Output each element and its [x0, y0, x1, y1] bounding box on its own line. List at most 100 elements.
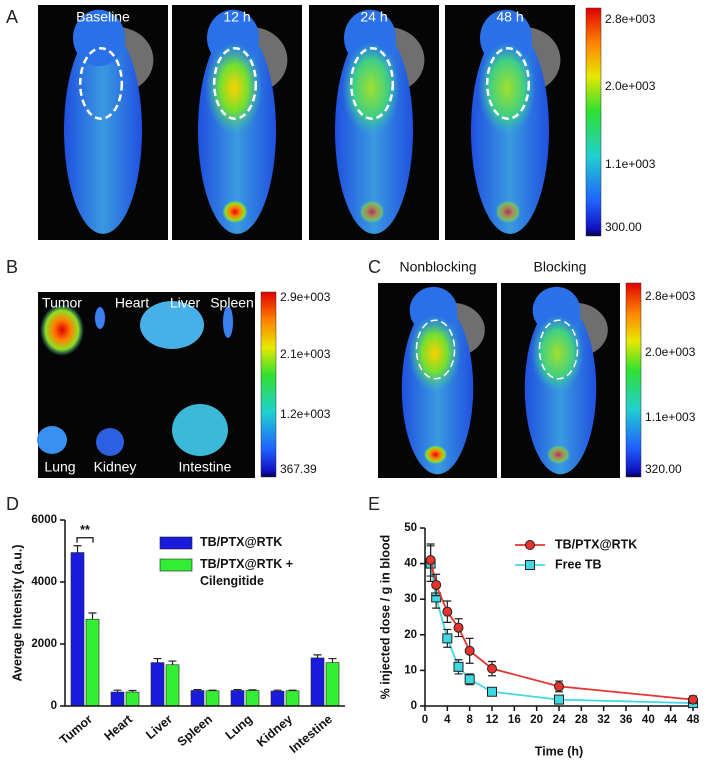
bar — [150, 662, 165, 707]
bar — [325, 662, 340, 707]
axis-line — [424, 528, 693, 707]
colorbar-label: 2.1e+003 — [280, 347, 331, 361]
x-tick-label: 12 — [486, 714, 499, 726]
organ-signal — [96, 428, 124, 456]
image-label: Liver — [170, 295, 201, 311]
bar — [245, 690, 260, 707]
x-tick-label: Liver — [143, 712, 175, 742]
bar — [85, 618, 100, 707]
colorbar-label: 320.00 — [645, 462, 682, 476]
colorbar — [260, 291, 277, 478]
image-label: Spleen — [210, 295, 254, 311]
series-line — [429, 563, 694, 705]
error-bar — [128, 689, 137, 693]
colorbar-label: 2.0e+003 — [645, 345, 696, 359]
colorbar-label: 2.9e+003 — [280, 290, 331, 304]
panel-letter: D — [6, 494, 19, 514]
mouse-body — [64, 27, 142, 234]
error-bar — [288, 689, 297, 691]
image-label: 12 h — [223, 9, 250, 25]
legend-label: TB/PTX@RTK — [555, 537, 637, 551]
roi-outline — [538, 319, 579, 380]
image-label: Heart — [115, 295, 149, 311]
organ-signal — [40, 304, 84, 356]
error-bar — [208, 689, 217, 691]
organ-signal — [95, 307, 105, 329]
bar — [270, 690, 285, 707]
bladder-signal — [222, 200, 248, 224]
point — [487, 686, 497, 697]
bladder-signal — [495, 200, 521, 224]
colorbar — [585, 7, 602, 237]
legend-label: Free TB — [555, 557, 602, 571]
error-bar — [88, 612, 97, 620]
image-label: Nonblocking — [399, 259, 476, 275]
x-tick-label: Lung — [223, 712, 255, 742]
bladder-signal — [423, 444, 448, 465]
y-tick-label: 40 — [404, 558, 417, 570]
legend-marker — [525, 540, 535, 550]
error-bar — [193, 688, 202, 691]
error-bar — [248, 689, 257, 691]
tumor-signal — [342, 41, 400, 136]
point — [554, 681, 564, 692]
y-tick-label: 4000 — [31, 576, 57, 588]
x-tick-label: Spleen — [175, 712, 215, 749]
x-tick-label: 44 — [664, 714, 677, 726]
roi-outline — [78, 47, 124, 120]
x-tick-label: 32 — [597, 714, 610, 726]
error-bar — [273, 689, 282, 692]
colorbar-label: 2.8e+003 — [605, 12, 656, 26]
point — [688, 694, 698, 705]
error-bar — [328, 657, 337, 663]
image-label: 48 h — [496, 9, 523, 25]
organ-signal — [223, 306, 233, 338]
point — [487, 663, 497, 674]
x-tick-label: 8 — [466, 714, 473, 726]
y-tick-label: 50 — [404, 522, 417, 534]
x-tick-label: 0 — [422, 714, 428, 726]
organ-signal — [172, 404, 228, 456]
legend-item: TB/PTX@RTK + Cilengitide — [200, 557, 294, 588]
legend-item: TB/PTX@RTK — [200, 535, 282, 549]
bladder-signal — [546, 444, 571, 465]
colorbar-label: 1.1e+003 — [645, 410, 696, 424]
organ-signal — [37, 426, 67, 454]
colorbar-label: 367.39 — [280, 462, 317, 476]
x-tick-label: 36 — [620, 714, 633, 726]
point — [431, 579, 442, 590]
bar — [125, 691, 140, 707]
y-tick-label: 20 — [404, 629, 417, 641]
y-tick-label: 0 — [51, 700, 57, 712]
panel-letter: B — [6, 257, 18, 277]
y-tick-label: 6000 — [31, 514, 57, 526]
bar — [205, 690, 220, 707]
image-label: Tumor — [42, 295, 82, 311]
point — [453, 622, 464, 633]
y-tick-label: 30 — [404, 593, 417, 605]
point — [442, 633, 453, 644]
image-label: Kidney — [94, 459, 137, 475]
significance-bracket — [76, 537, 94, 543]
bar — [110, 691, 125, 707]
x-tick-label: 20 — [530, 714, 543, 726]
error-bar — [153, 657, 162, 663]
x-tick-label: 4 — [444, 714, 451, 726]
error-bar — [233, 688, 242, 691]
x-tick-label: 24 — [553, 714, 566, 726]
bar — [70, 552, 85, 707]
panel-letter: C — [368, 257, 381, 277]
colorbar — [625, 282, 642, 478]
legend-label: TB/PTX@RTK + Cilengitide — [200, 557, 294, 588]
colorbar-label: 2.0e+003 — [605, 79, 656, 93]
x-tick-label: 28 — [575, 714, 588, 726]
y-tick-label: 10 — [404, 664, 417, 676]
y-tick-label: 0 — [411, 700, 417, 712]
point — [442, 606, 453, 617]
x-tick-label: 48 — [687, 714, 700, 726]
x-tick-label: 40 — [642, 714, 655, 726]
bar — [165, 664, 180, 707]
image-label: Baseline — [76, 9, 130, 25]
tumor-signal — [478, 41, 536, 136]
